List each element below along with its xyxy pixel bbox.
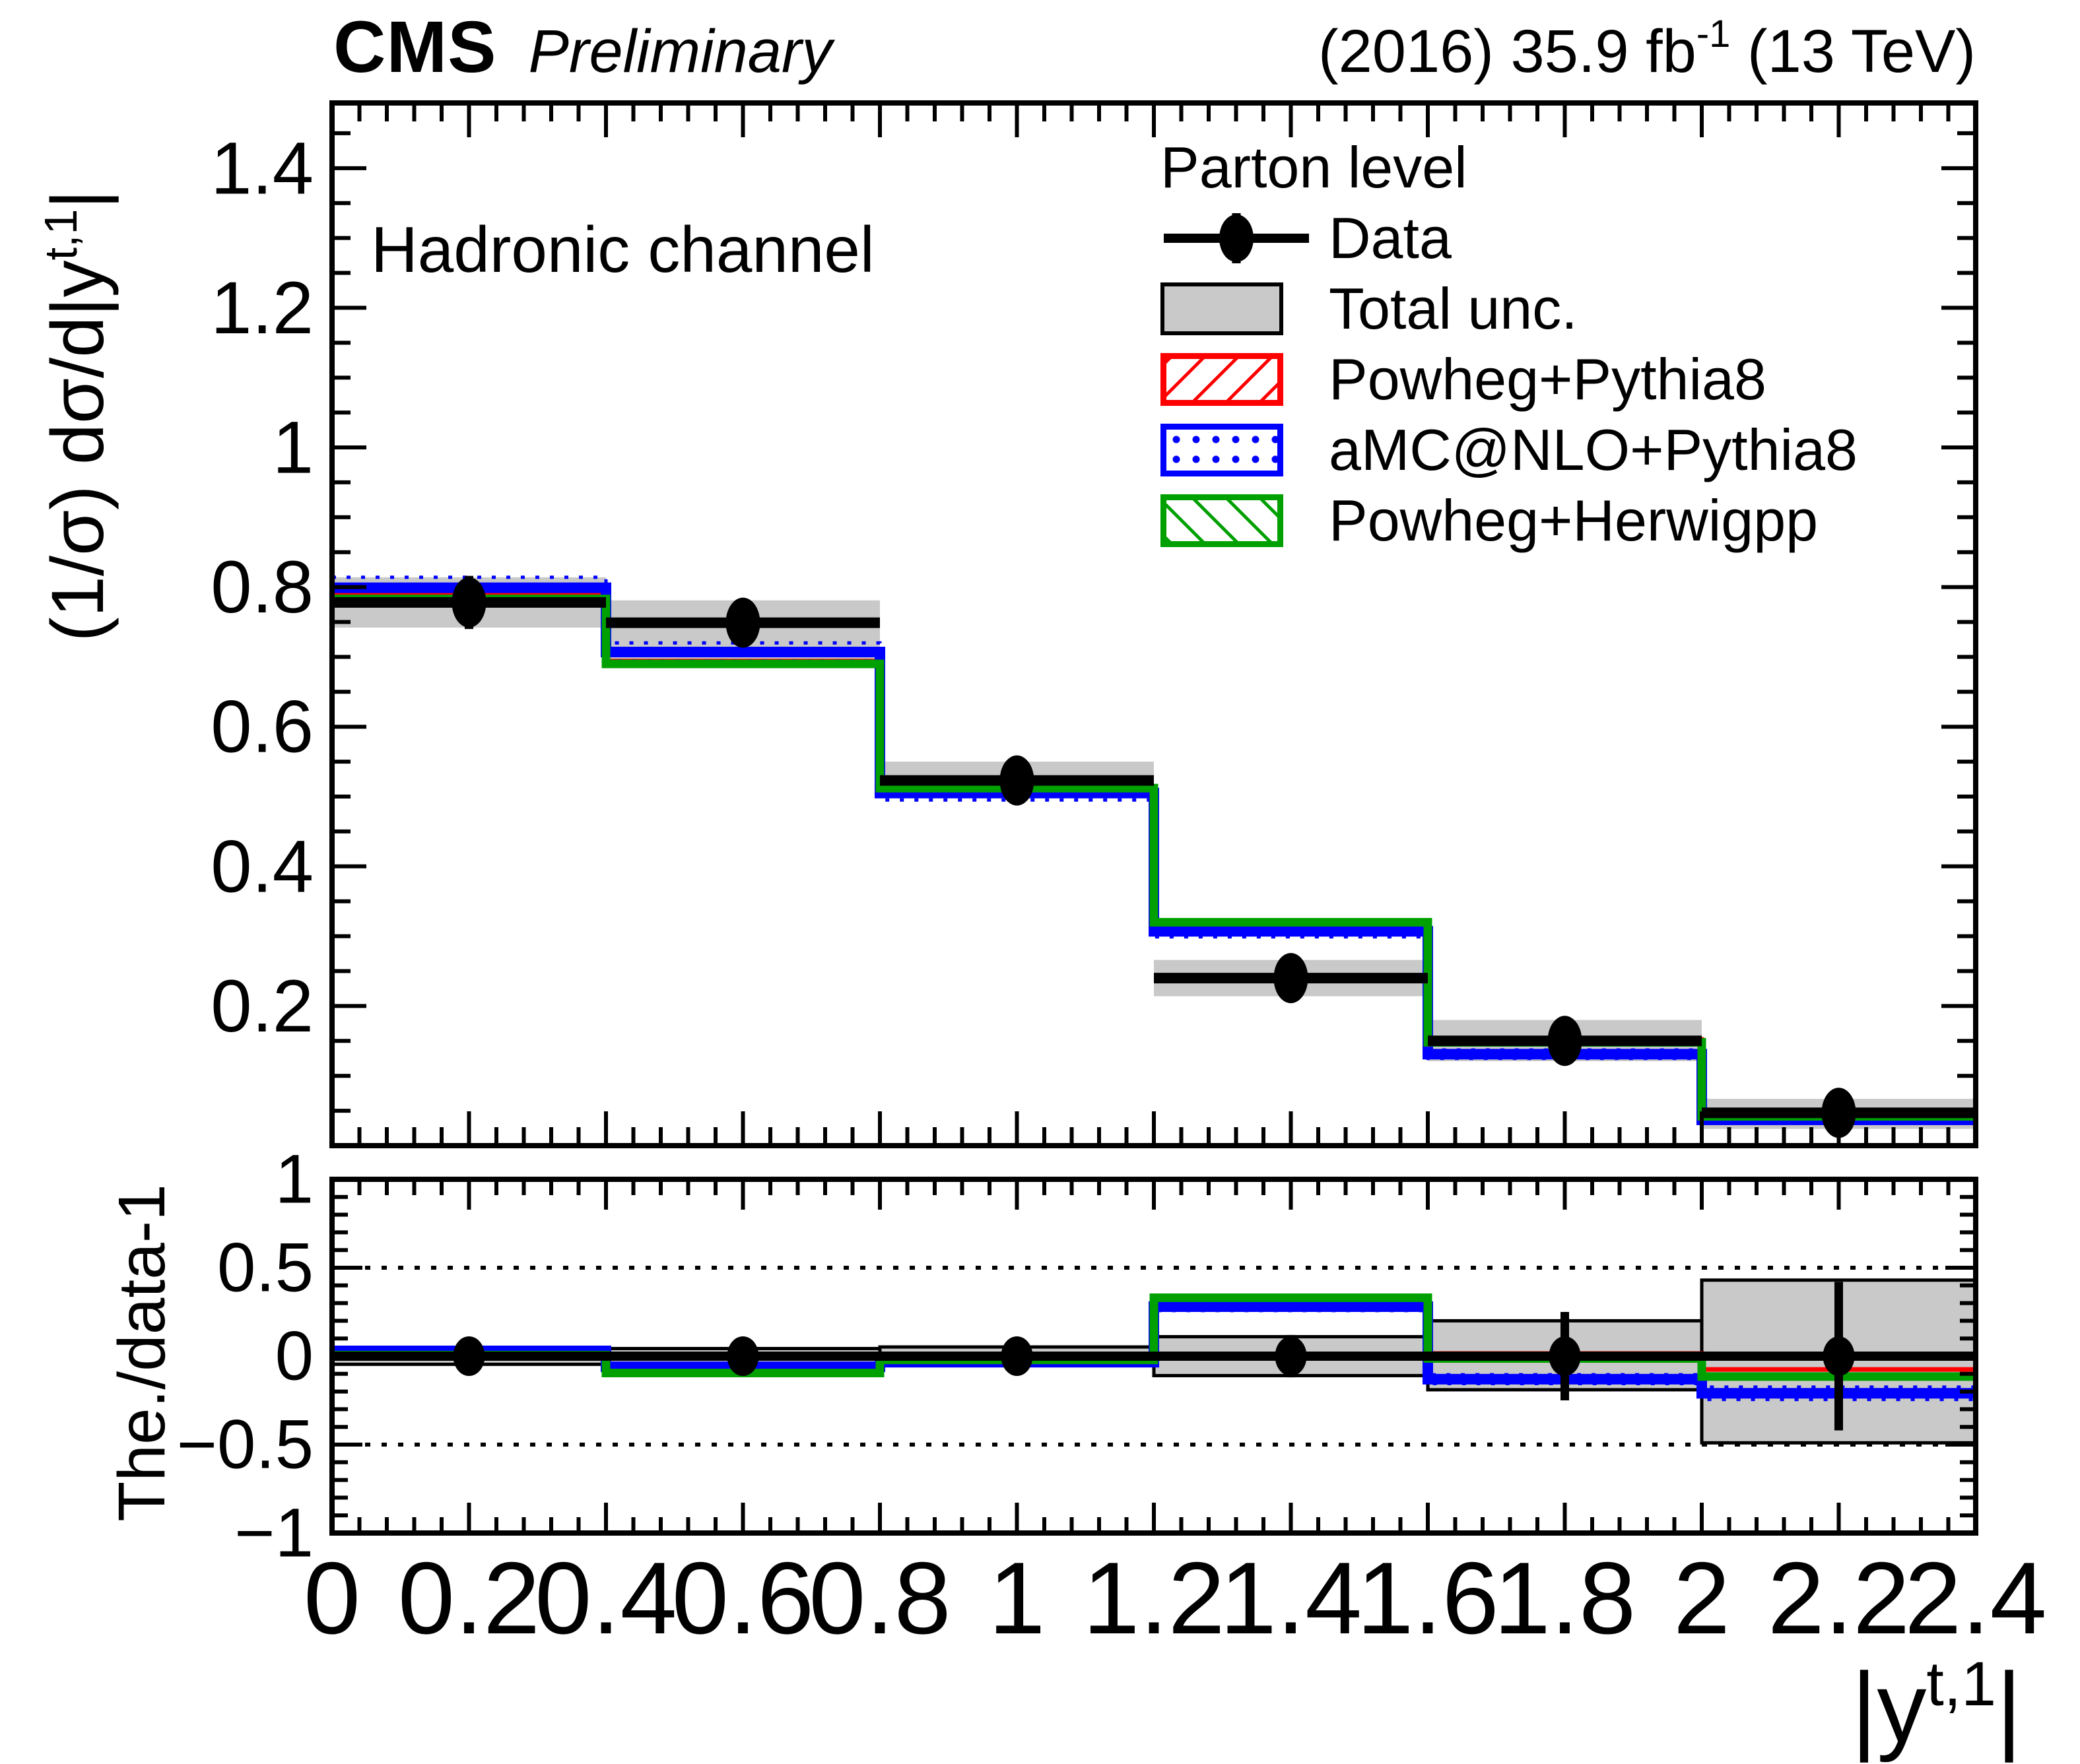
x-tick-label: 1 <box>988 1541 1045 1655</box>
data-marker-swatch <box>1160 205 1329 271</box>
legend-label-amcatnlo-pythia8: aMC@NLO+Pythia8 <box>1329 416 1858 482</box>
legend-label-data: Data <box>1329 205 1452 271</box>
legend-title-row: Parton level <box>1160 132 1858 203</box>
header-left: CMS Preliminary <box>333 5 832 89</box>
main-y-tick-label: 0.8 <box>211 546 314 628</box>
data-marker-main <box>1273 953 1308 1004</box>
lumi-text: (2016) 35.9 fb <box>1318 18 1696 85</box>
experiment-label: CMS <box>333 7 497 88</box>
legend-title: Parton level <box>1160 134 1467 200</box>
ratio-y-tick-label: 0 <box>275 1318 314 1395</box>
x-tick-label: 2.2 <box>1768 1541 1910 1655</box>
main-y-tick-label: 1.2 <box>211 267 314 349</box>
data-marker-icon <box>1164 212 1309 263</box>
main-y-tick-label: 0.6 <box>211 686 314 768</box>
x-tick-label: 1.4 <box>1220 1541 1362 1655</box>
legend-item-powheg-herwigpp: Powheg+Herwigpp <box>1160 485 1858 556</box>
legend-label-powheg-herwigpp: Powheg+Herwigpp <box>1329 487 1819 553</box>
ratio-y-tick-label: 1 <box>275 1141 314 1218</box>
powheg-herwigpp-swatch <box>1160 494 1283 547</box>
data-marker-main <box>452 577 486 628</box>
data-marker-ratio <box>1823 1336 1855 1376</box>
data-marker-main <box>1547 1016 1582 1066</box>
channel-label: Hadronic channel <box>371 213 875 286</box>
ratio-y-tick-label: −1 <box>234 1495 314 1572</box>
main-y-tick-label: 1.4 <box>211 127 314 209</box>
lumi-energy-label: (2016) 35.9 fb-1 (13 TeV) <box>1318 12 1976 86</box>
legend-label-total-unc: Total unc. <box>1329 275 1578 341</box>
ratio-y-tick-label: −0.5 <box>177 1406 314 1484</box>
status-label: Preliminary <box>528 18 832 85</box>
legend: Parton level Data Total unc. Powheg+Pyth… <box>1160 132 1858 556</box>
x-tick-label: 0.4 <box>535 1541 677 1655</box>
main-y-tick-label: 1 <box>273 407 314 489</box>
x-axis-title: |yt,1| <box>1851 1649 2022 1763</box>
total-unc-swatch <box>1160 282 1283 335</box>
data-marker-ratio <box>1275 1336 1307 1376</box>
legend-item-data: Data <box>1160 203 1858 273</box>
powheg-herwigpp-line-main <box>332 595 1976 1121</box>
x-tick-label: 0.8 <box>809 1541 951 1655</box>
main-y-axis-title: (1/σ) dσ/d|yt,1| <box>35 189 119 642</box>
data-marker-ratio <box>727 1336 759 1376</box>
x-tick-label: 1.6 <box>1357 1541 1498 1655</box>
x-tick-label: 2 <box>1673 1541 1730 1655</box>
x-tick-label: 2.4 <box>1904 1541 2046 1655</box>
amcatnlo-pythia8-swatch <box>1160 423 1283 476</box>
x-tick-label: 0.6 <box>672 1541 814 1655</box>
ratio-y-tick-label: 0.5 <box>217 1229 314 1307</box>
legend-item-total-unc: Total unc. <box>1160 273 1858 344</box>
main-y-tick-label: 0.4 <box>211 825 314 907</box>
data-marker-ratio <box>1549 1336 1581 1376</box>
x-tick-label: 1.2 <box>1083 1541 1225 1655</box>
x-tick-label: 0.2 <box>398 1541 540 1655</box>
main-y-tick-label: 0.2 <box>211 965 314 1047</box>
powheg-herwigpp-line-ratio <box>332 1293 1976 1381</box>
ratio-y-axis-title: The./data-1 <box>105 1184 179 1522</box>
powheg-pythia8-swatch <box>1160 352 1283 406</box>
x-tick-label: 0 <box>304 1541 360 1655</box>
data-marker-ratio <box>1001 1336 1033 1376</box>
lumi-exponent: -1 <box>1696 13 1731 55</box>
x-tick-label: 1.8 <box>1494 1541 1636 1655</box>
main-panel-frame <box>329 100 1978 1148</box>
data-marker-main <box>999 755 1034 806</box>
energy-text: (13 TeV) <box>1730 18 1976 85</box>
legend-label-powheg-pythia8: Powheg+Pythia8 <box>1329 346 1766 412</box>
ratio-panel-frame <box>329 1177 1978 1536</box>
legend-item-amcatnlo-pythia8: aMC@NLO+Pythia8 <box>1160 414 1858 485</box>
legend-item-powheg-pythia8: Powheg+Pythia8 <box>1160 344 1858 414</box>
data-marker-main <box>725 597 760 648</box>
data-marker-ratio <box>453 1336 485 1376</box>
